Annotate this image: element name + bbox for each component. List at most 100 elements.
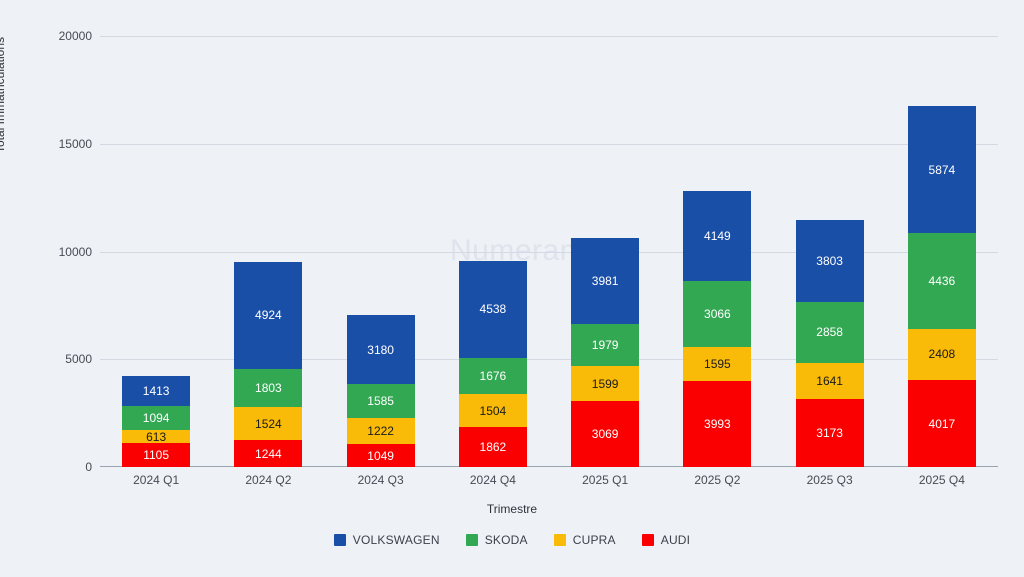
bars-layer: 1105 613 1094 1413 1244 1524 1803 4924 1049 1222 1… [100, 36, 998, 467]
x-axis-tick-label: 2024 Q2 [245, 473, 292, 487]
bar-value-label: 1599 [591, 376, 619, 391]
bar-value-label: 613 [146, 429, 167, 444]
bar-value-label: 3180 [367, 342, 394, 357]
bar-segment-skoda[interactable]: 1979 [571, 323, 640, 367]
bar-segment-audi[interactable]: 1862 [458, 426, 527, 467]
bar-stack: 1244 1524 1803 4924 [234, 262, 303, 467]
legend-label: AUDI [660, 533, 691, 547]
gridline [100, 36, 998, 37]
bar-segment-volkswagen[interactable]: 1413 [122, 375, 191, 407]
bar-value-label: 1049 [367, 448, 394, 463]
bar-value-label: 2408 [928, 347, 956, 362]
legend-item-skoda[interactable]: SKODA [465, 533, 528, 547]
bar-stack: 3993 1595 3066 4149 [683, 191, 752, 467]
bar-value-label: 3066 [704, 306, 731, 321]
bar-segment-skoda[interactable]: 1585 [346, 383, 415, 419]
y-axis-tick-label: 15000 [58, 136, 92, 151]
bar-value-label: 3173 [816, 425, 843, 440]
bar-segment-skoda[interactable]: 2858 [795, 301, 864, 364]
bar-segment-cupra[interactable]: 1222 [346, 418, 415, 445]
bar-group[interactable]: 3993 1595 3066 4149 [683, 36, 752, 467]
bar-group[interactable]: 4017 2408 4436 5874 [907, 36, 976, 467]
bar-segment-audi[interactable]: 1049 [346, 444, 415, 467]
bar-segment-audi[interactable]: 3173 [795, 398, 864, 467]
bar-stack: 4017 2408 4436 5874 [907, 106, 976, 467]
x-axis-tick-label: 2024 Q4 [469, 473, 516, 487]
legend-swatch-icon [333, 534, 346, 546]
x-axis-tick-label: 2025 Q1 [582, 473, 629, 487]
bar-value-label: 3981 [591, 273, 619, 288]
bar-segment-skoda[interactable]: 1094 [122, 406, 191, 430]
gridline [100, 143, 998, 145]
bar-segment-volkswagen[interactable]: 5874 [907, 106, 976, 233]
bar-group[interactable]: 3173 1641 2858 3803 [795, 36, 864, 467]
bar-value-label: 1676 [479, 369, 507, 384]
bar-group[interactable]: 1049 1222 1585 3180 [346, 36, 415, 467]
bar-value-label: 5874 [928, 162, 956, 177]
bar-value-label: 1244 [255, 446, 282, 461]
legend-item-volkswagen[interactable]: VOLKSWAGEN [333, 533, 440, 547]
bar-value-label: 1504 [479, 403, 507, 418]
bar-value-label: 4017 [928, 416, 956, 431]
x-axis-tick-label: 2025 Q4 [918, 473, 965, 487]
y-axis-tick-label: 20000 [58, 29, 92, 43]
legend-item-audi[interactable]: AUDI [641, 533, 691, 547]
y-axis-tick-label: 5000 [65, 352, 92, 367]
bar-segment-audi[interactable]: 1105 [122, 443, 191, 467]
bar-group[interactable]: 3069 1599 1979 3981 [571, 36, 640, 467]
bar-value-label: 3803 [816, 253, 843, 268]
bar-segment-cupra[interactable]: 2408 [907, 328, 976, 381]
legend-label: SKODA [484, 533, 528, 547]
legend-swatch-icon [465, 534, 478, 546]
bar-segment-volkswagen[interactable]: 4924 [234, 262, 303, 369]
chart-legend: VOLKSWAGEN SKODA CUPRA AUDI [0, 533, 1024, 547]
legend-item-cupra[interactable]: CUPRA [553, 533, 616, 547]
bar-segment-volkswagen[interactable]: 4149 [683, 191, 752, 281]
bar-segment-cupra[interactable]: 1595 [683, 346, 752, 381]
bar-segment-audi[interactable]: 4017 [907, 380, 976, 467]
bar-group[interactable]: 1244 1524 1803 4924 [234, 36, 303, 467]
bar-segment-cupra[interactable]: 1524 [234, 407, 303, 441]
y-axis-tick-label: 10000 [58, 244, 92, 259]
bar-value-label: 1585 [367, 394, 394, 408]
bar-segment-cupra[interactable]: 1599 [571, 366, 640, 401]
bar-segment-skoda[interactable]: 4436 [907, 232, 976, 329]
bar-segment-skoda[interactable]: 1803 [234, 368, 303, 408]
x-axis-tick-label: 2025 Q3 [806, 473, 853, 487]
legend-label: CUPRA [572, 533, 616, 547]
bar-group[interactable]: 1105 613 1094 1413 [122, 36, 191, 467]
bar-segment-cupra[interactable]: 613 [122, 429, 191, 444]
bar-value-label: 2858 [816, 325, 843, 340]
bar-segment-audi[interactable]: 1244 [234, 440, 303, 467]
bar-value-label: 1413 [142, 384, 170, 399]
bar-value-label: 1595 [704, 356, 731, 371]
x-axis-tick-label: 2024 Q3 [357, 473, 404, 487]
bar-segment-audi[interactable]: 3069 [571, 400, 640, 467]
bar-stack: 3173 1641 2858 3803 [795, 219, 864, 467]
x-axis-tick-label: 2024 Q1 [133, 473, 180, 487]
bar-segment-cupra[interactable]: 1641 [795, 363, 864, 399]
bar-segment-volkswagen[interactable]: 4538 [458, 260, 527, 359]
y-axis-tick-label: 0 [85, 460, 92, 474]
bar-segment-skoda[interactable]: 1676 [458, 358, 527, 395]
bar-segment-volkswagen[interactable]: 3981 [571, 238, 640, 324]
x-axis-title: Trimestre [486, 502, 538, 516]
bar-stack: 1862 1504 1676 4538 [458, 260, 527, 467]
legend-swatch-icon [641, 534, 654, 546]
bar-segment-audi[interactable]: 3993 [683, 380, 752, 467]
bar-segment-cupra[interactable]: 1504 [458, 394, 527, 427]
bar-group[interactable]: 1862 1504 1676 4538 [458, 36, 527, 467]
bar-segment-volkswagen[interactable]: 3180 [346, 315, 415, 384]
bar-segment-skoda[interactable]: 3066 [683, 280, 752, 347]
legend-swatch-icon [553, 534, 566, 546]
bar-value-label: 1094 [142, 411, 170, 426]
bar-value-label: 3993 [704, 416, 731, 431]
bar-stack: 3069 1599 1979 3981 [571, 238, 640, 467]
plot-area: 0 5000 10000 15000 20000 [59, 29, 998, 474]
bar-value-label: 1803 [255, 380, 282, 395]
x-axis-labels: 2024 Q1 2024 Q2 2024 Q3 2024 Q4 2025 Q1 2025 … [100, 473, 998, 493]
legend-label: VOLKSWAGEN [352, 533, 440, 547]
bar-value-label: 1105 [143, 448, 170, 463]
bar-segment-volkswagen[interactable]: 3803 [795, 219, 864, 302]
